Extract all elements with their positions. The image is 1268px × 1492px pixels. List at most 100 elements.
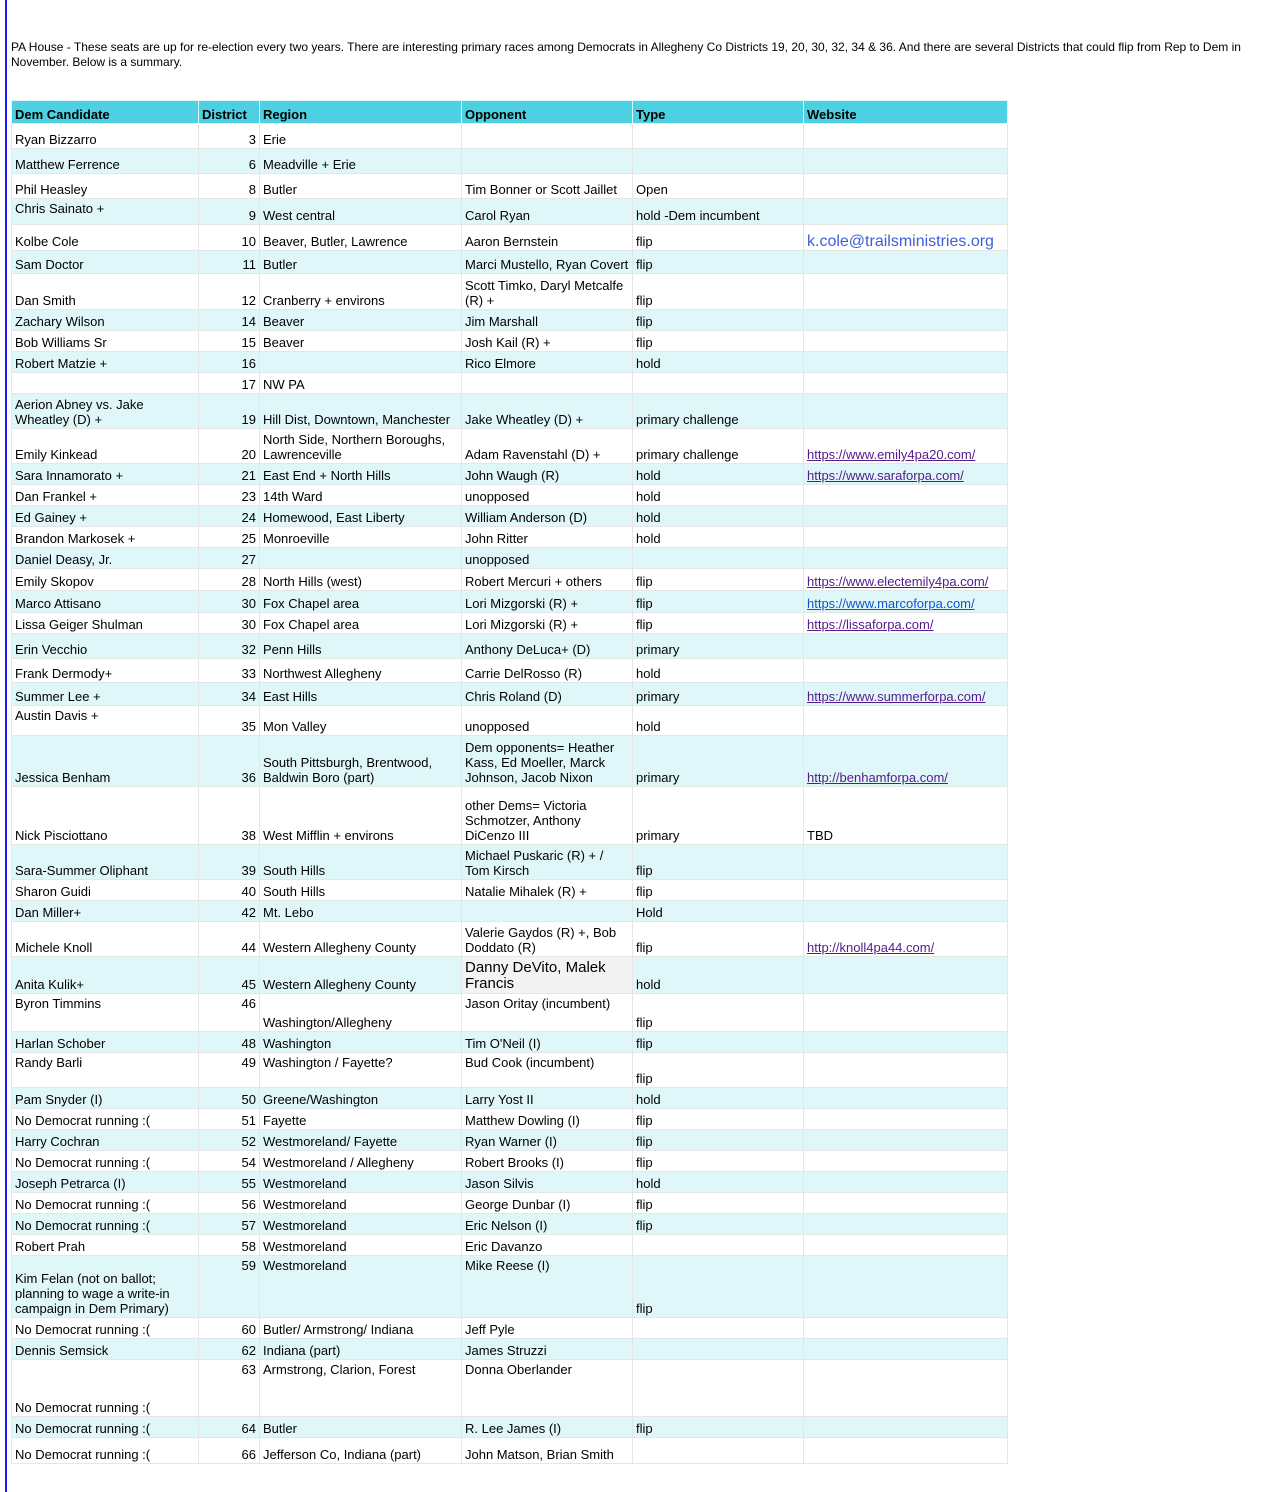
cell-website: TBD: [803, 786, 1008, 845]
cell-type: [632, 1437, 804, 1464]
cell-region: South Hills: [259, 879, 462, 901]
cell-region: Washington: [259, 1031, 462, 1053]
cell-opponent: Jason Silvis: [461, 1171, 633, 1193]
cell-opponent: Michael Puskaric (R) + / Tom Kirsch: [461, 844, 633, 880]
cell-candidate: Phil Heasley: [11, 173, 199, 199]
cell-district: 10: [198, 224, 260, 251]
cell-website: [803, 148, 1008, 174]
cell-district: 6: [198, 148, 260, 174]
cell-website: [803, 956, 1008, 994]
cell-region: Jefferson Co, Indiana (part): [259, 1437, 462, 1464]
cell-district: 55: [198, 1171, 260, 1193]
cell-candidate: Bob Williams Sr: [11, 330, 199, 352]
cell-opponent: Valerie Gaydos (R) +, Bob Doddato (R): [461, 921, 633, 957]
cell-opponent: John Ritter: [461, 526, 633, 548]
cell-district: 9: [198, 198, 260, 225]
cell-candidate: Austin Davis +: [11, 705, 199, 736]
website-link[interactable]: https://www.electemily4pa.com/: [807, 574, 989, 589]
cell-candidate: Harlan Schober: [11, 1031, 199, 1053]
cell-district: 30: [198, 612, 260, 634]
website-link[interactable]: https://www.saraforpa.com/: [807, 468, 964, 483]
cell-candidate: Sharon Guidi: [11, 879, 199, 901]
cell-candidate: Kolbe Cole: [11, 224, 199, 251]
cell-website: [803, 372, 1008, 394]
cell-candidate: Chris Sainato +: [11, 198, 199, 225]
cell-opponent: Danny DeVito, Malek Francis: [461, 956, 633, 994]
cell-website: [803, 1031, 1008, 1053]
cell-district: 8: [198, 173, 260, 199]
cell-region: South Hills: [259, 844, 462, 880]
website-link[interactable]: http://benhamforpa.com/: [807, 770, 948, 785]
cell-website: [803, 633, 1008, 659]
cell-district: 64: [198, 1416, 260, 1438]
cell-region: Meadville + Erie: [259, 148, 462, 174]
cell-type: [632, 1359, 804, 1417]
website-link[interactable]: https://lissaforpa.com/: [807, 617, 934, 632]
cell-website: [803, 273, 1008, 310]
table-row: Phil Heasley 8 Butler Tim Bonner or Scott J…: [11, 173, 1008, 199]
cell-region: Westmoreland: [259, 1171, 462, 1193]
cell-type: primary: [632, 735, 804, 787]
cell-opponent: George Dunbar (I): [461, 1192, 633, 1214]
website-link[interactable]: https://www.emily4pa20.com/: [807, 447, 976, 462]
cell-region: Fox Chapel area: [259, 590, 462, 613]
cell-candidate: Ed Gainey +: [11, 505, 199, 527]
table-row: Emily Kinkead 20 North Side, Northern Boro…: [11, 428, 1008, 464]
cell-candidate: Aerion Abney vs. Jake Wheatley (D) +: [11, 393, 199, 429]
cell-type: hold: [632, 484, 804, 506]
candidates-table: Dem Candidate District Region Opponent Type W…: [11, 100, 1008, 1464]
cell-type: hold -Dem incumbent: [632, 198, 804, 225]
table-row: Marco Attisano 30 Fox Chapel area Lori Mizg…: [11, 590, 1008, 613]
cell-district: 39: [198, 844, 260, 880]
intro-text: PA House - These seats are up for re-ele…: [11, 40, 1241, 69]
table-row: No Democrat running :(56 Westmoreland Geor…: [11, 1192, 1008, 1214]
cell-type: flip: [632, 1031, 804, 1053]
cell-district: 30: [198, 590, 260, 613]
table-row: Kolbe Cole 10 Beaver, Butler, Lawrence Aaro…: [11, 224, 1008, 251]
cell-district: 44: [198, 921, 260, 957]
website-link[interactable]: https://www.summerforpa.com/: [807, 689, 986, 704]
cell-opponent: Adam Ravenstahl (D) +: [461, 428, 633, 464]
table-row: Joseph Petrarca (I) 55 Westmoreland Jason S…: [11, 1171, 1008, 1193]
cell-opponent: Chris Roland (D): [461, 682, 633, 706]
cell-candidate: Dan Miller+: [11, 900, 199, 922]
cell-district: 58: [198, 1234, 260, 1256]
cell-opponent: Carrie DelRosso (R): [461, 658, 633, 683]
cell-candidate: Ryan Bizzarro: [11, 123, 199, 149]
cell-district: 50: [198, 1087, 260, 1109]
column-header-website: Website: [803, 100, 1008, 124]
cell-district: 23: [198, 484, 260, 506]
cell-opponent: Scott Timko, Daryl Metcalfe (R) +: [461, 273, 633, 310]
cell-website: [803, 309, 1008, 331]
email-link[interactable]: k.cole@trailsministries.org: [807, 233, 994, 250]
cell-district: 36: [198, 735, 260, 787]
cell-type: primary: [632, 682, 804, 706]
cell-region: Washington / Fayette?: [259, 1052, 462, 1088]
table-row: Anita Kulik+ 45 Western Allegheny County Da…: [11, 956, 1008, 994]
cell-opponent: unopposed: [461, 705, 633, 736]
cell-region: Cranberry + environs: [259, 273, 462, 310]
cell-type: flip: [632, 921, 804, 957]
cell-website: [803, 250, 1008, 274]
cell-candidate: Zachary Wilson: [11, 309, 199, 331]
cell-district: 24: [198, 505, 260, 527]
cell-type: [632, 148, 804, 174]
cell-district: 59: [198, 1255, 260, 1318]
cell-opponent: Jim Marshall: [461, 309, 633, 331]
cell-website: [803, 1087, 1008, 1109]
column-header-region: Region: [259, 100, 462, 124]
cell-opponent: [461, 372, 633, 394]
cell-region: Westmoreland: [259, 1255, 462, 1318]
cell-region: [259, 547, 462, 569]
cell-region: NW PA: [259, 372, 462, 394]
cell-type: flip: [632, 1255, 804, 1318]
cell-opponent: unopposed: [461, 484, 633, 506]
website-link[interactable]: http://knoll4pa44.com/: [807, 940, 935, 955]
website-link[interactable]: https://www.marcoforpa.com/: [807, 596, 975, 611]
cell-opponent: John Waugh (R): [461, 463, 633, 485]
cell-website: [803, 1171, 1008, 1193]
cell-website: [803, 1359, 1008, 1417]
cell-opponent: Tim Bonner or Scott Jaillet: [461, 173, 633, 199]
cell-opponent: Carol Ryan: [461, 198, 633, 225]
cell-website: [803, 123, 1008, 149]
